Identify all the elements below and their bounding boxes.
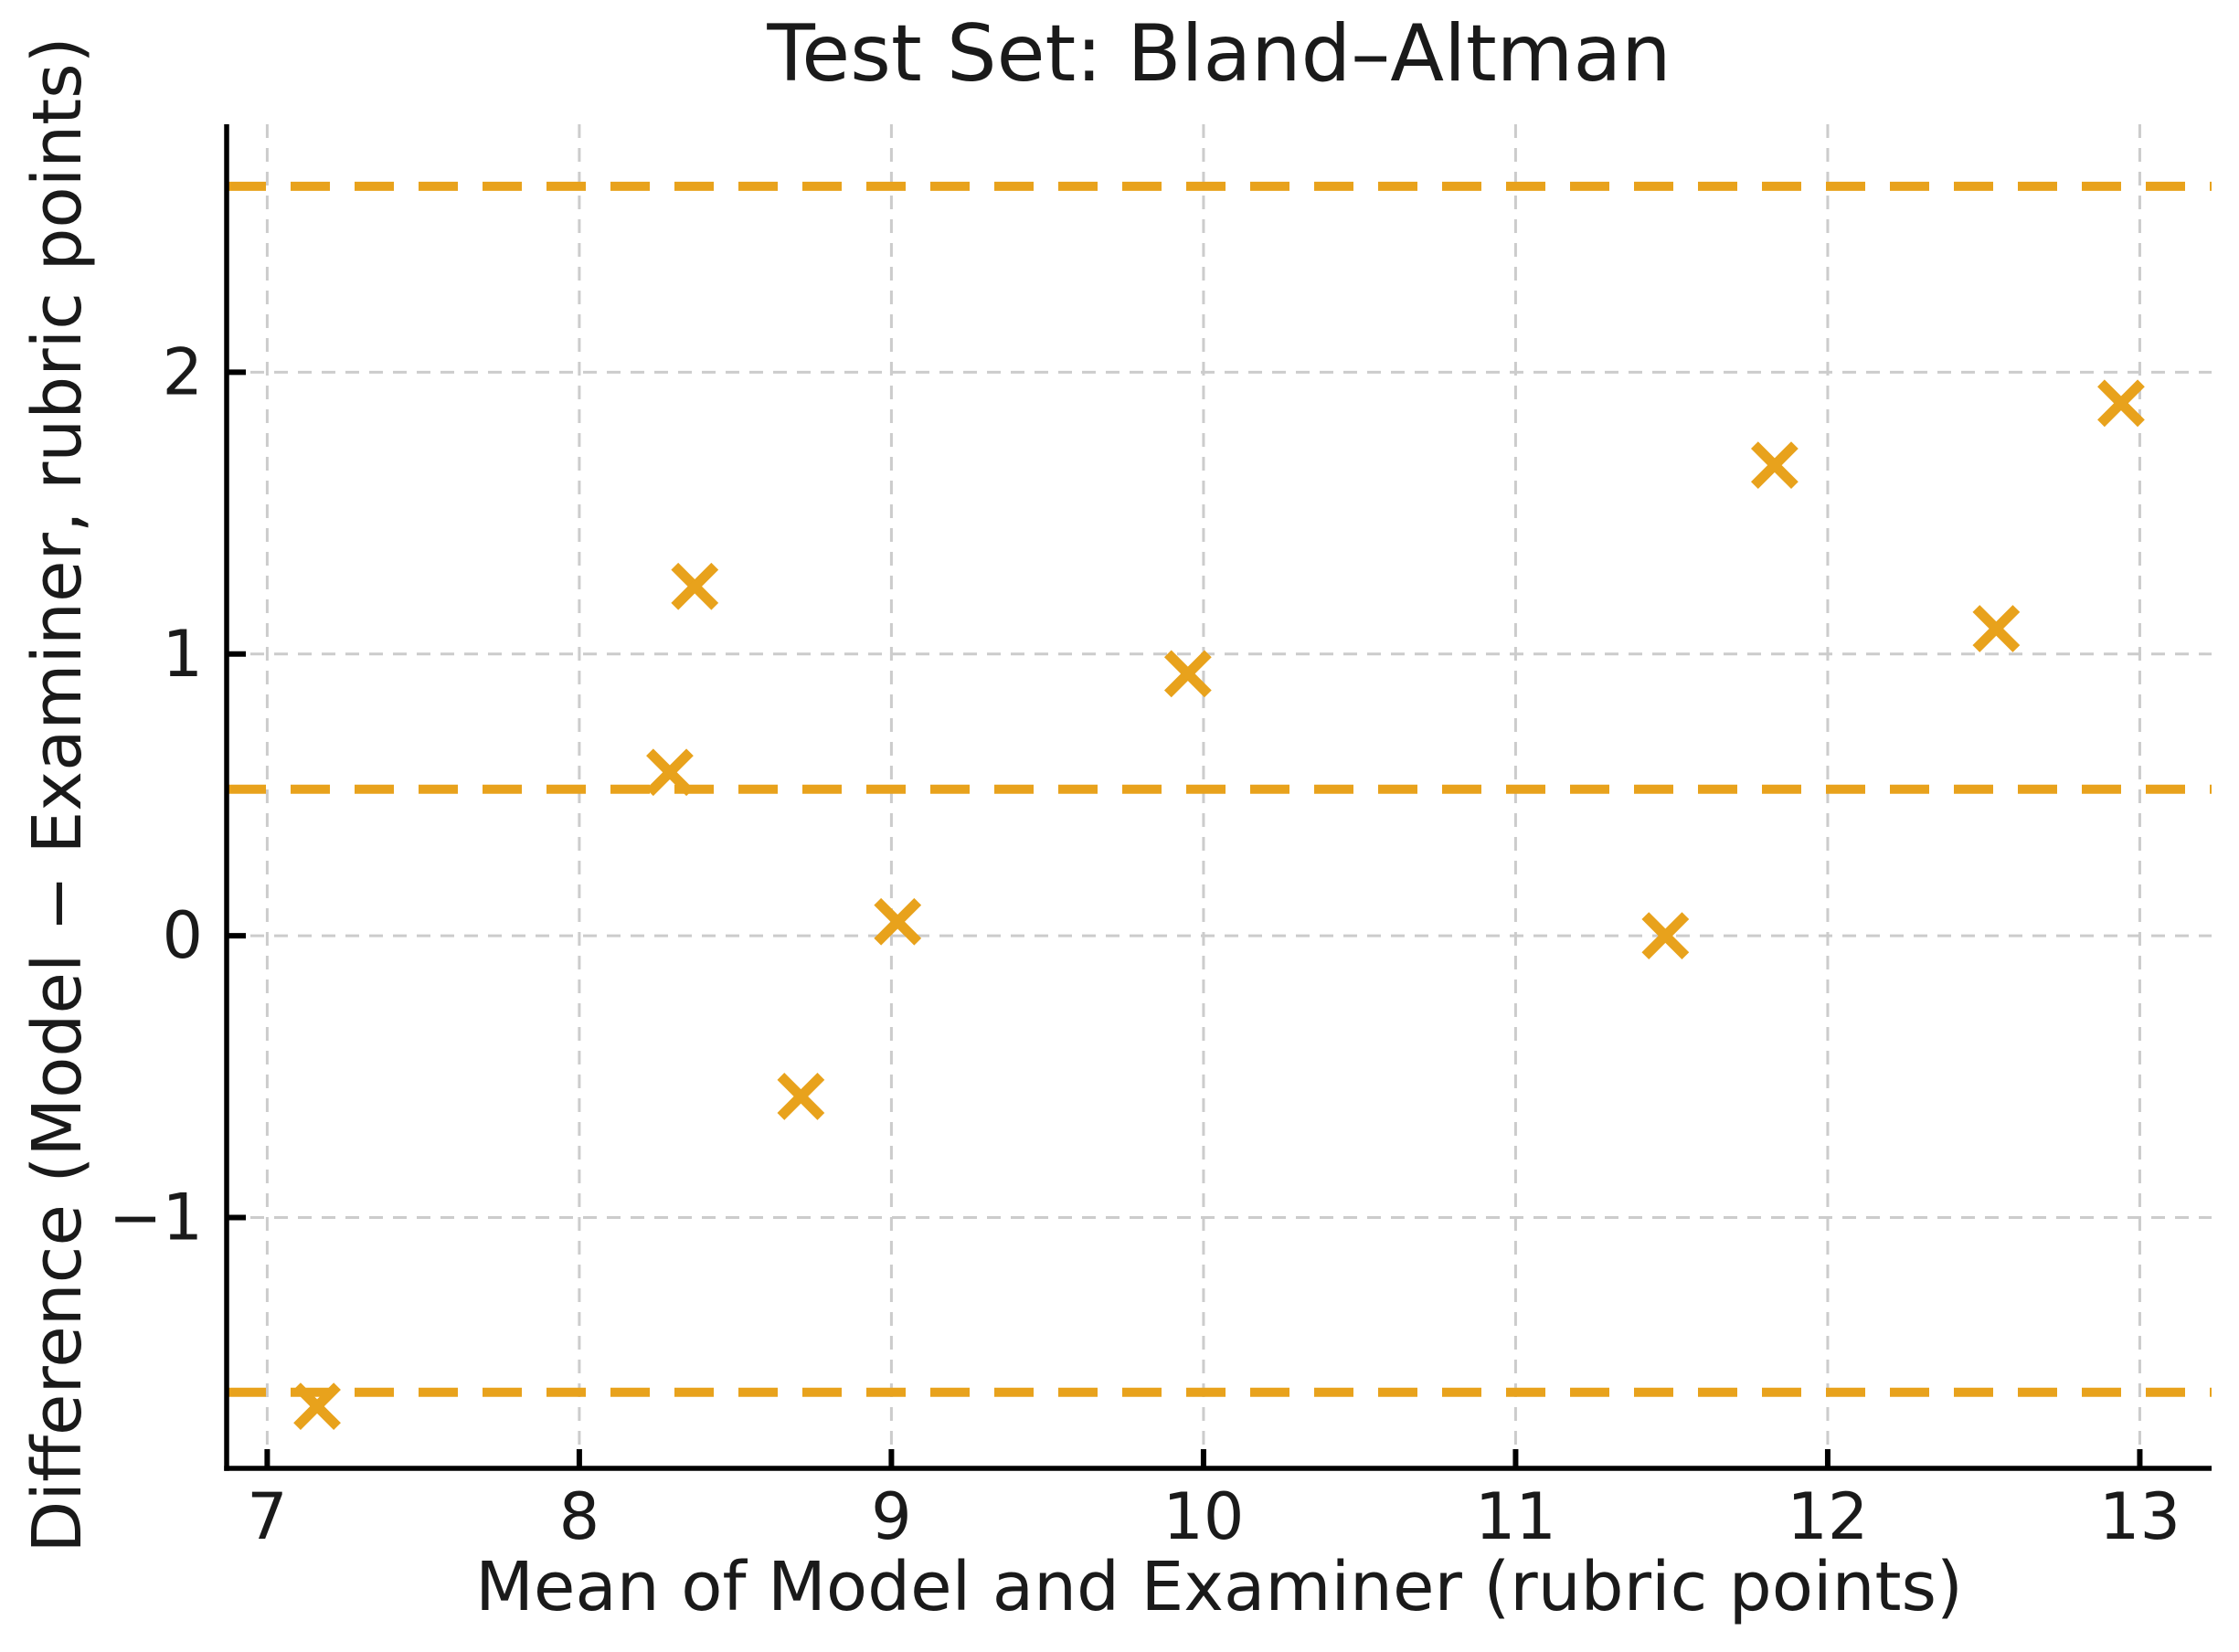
data-point-marker-8 — [1972, 605, 2021, 652]
data-point-marker-3 — [777, 1073, 825, 1120]
x-tick-label-8: 8 — [559, 1479, 600, 1554]
data-point-marker-1 — [646, 748, 694, 797]
x-marker-stroke — [1163, 650, 1212, 698]
x-tick-label-11: 11 — [1475, 1479, 1556, 1554]
data-point-marker-9 — [2097, 379, 2145, 428]
x-marker-stroke — [1972, 605, 2021, 652]
x-marker-stroke — [2097, 379, 2145, 428]
x-marker-stroke — [777, 1073, 825, 1120]
data-point-marker-0 — [293, 1382, 341, 1431]
x-marker-stroke — [671, 562, 719, 610]
x-tick-label-13: 13 — [2099, 1479, 2181, 1554]
x-marker-stroke — [1750, 441, 1799, 490]
data-points-layer — [293, 379, 2145, 1431]
x-tick-label-9: 9 — [871, 1479, 912, 1554]
data-point-marker-7 — [1750, 441, 1799, 490]
data-point-marker-4 — [874, 897, 922, 946]
y-tick-label--1: −1 — [109, 1181, 203, 1255]
x-marker-stroke — [293, 1382, 341, 1431]
x-marker-stroke — [646, 748, 694, 797]
reference-lines-layer — [227, 181, 2212, 1397]
data-point-marker-6 — [1641, 912, 1690, 960]
data-point-marker-5 — [1163, 650, 1212, 698]
x-tick-label-10: 10 — [1162, 1479, 1244, 1554]
chart-title: Test Set: Bland–Altman — [766, 8, 1671, 100]
x-marker-stroke — [1641, 912, 1690, 960]
y-tick-label-0: 0 — [162, 898, 203, 973]
axes-layer — [224, 124, 2212, 1471]
y-tick-label-2: 2 — [162, 334, 203, 409]
gridlines-layer — [227, 124, 2212, 1468]
x-axis-label: Mean of Model and Examiner (rubric point… — [475, 1548, 1963, 1626]
y-axis-label: Difference (Model − Examiner, rubric poi… — [18, 37, 97, 1552]
x-tick-label-7: 7 — [247, 1479, 288, 1554]
x-marker-stroke — [874, 897, 922, 946]
x-tick-label-12: 12 — [1787, 1479, 1868, 1554]
y-tick-label-1: 1 — [162, 617, 203, 692]
data-point-marker-2 — [671, 562, 719, 610]
